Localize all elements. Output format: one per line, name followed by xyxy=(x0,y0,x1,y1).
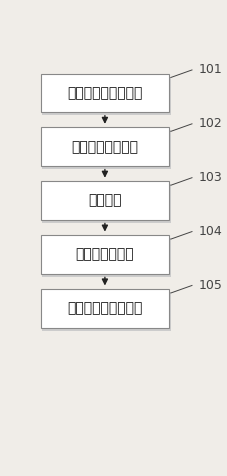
Text: 105: 105 xyxy=(199,279,223,292)
Text: 三维重建: 三维重建 xyxy=(88,194,122,208)
Bar xyxy=(41,128,169,166)
Text: 图像预处理及分割: 图像预处理及分割 xyxy=(72,140,138,154)
Text: 采集剩余油分布图像: 采集剩余油分布图像 xyxy=(67,86,143,100)
Text: 103: 103 xyxy=(199,171,223,184)
Bar xyxy=(41,235,169,274)
Bar xyxy=(42,77,170,115)
Bar xyxy=(41,289,169,327)
Text: 104: 104 xyxy=(199,225,223,238)
Bar xyxy=(41,74,169,112)
Bar xyxy=(42,238,170,277)
Bar xyxy=(41,181,169,220)
Bar xyxy=(42,292,170,330)
Text: 统计剩余油信息: 统计剩余油信息 xyxy=(76,248,134,261)
Bar xyxy=(42,184,170,223)
Text: 101: 101 xyxy=(199,63,223,77)
Text: 计算剩余油特征参数: 计算剩余油特征参数 xyxy=(67,301,143,316)
Bar xyxy=(42,130,170,169)
Text: 102: 102 xyxy=(199,117,223,130)
